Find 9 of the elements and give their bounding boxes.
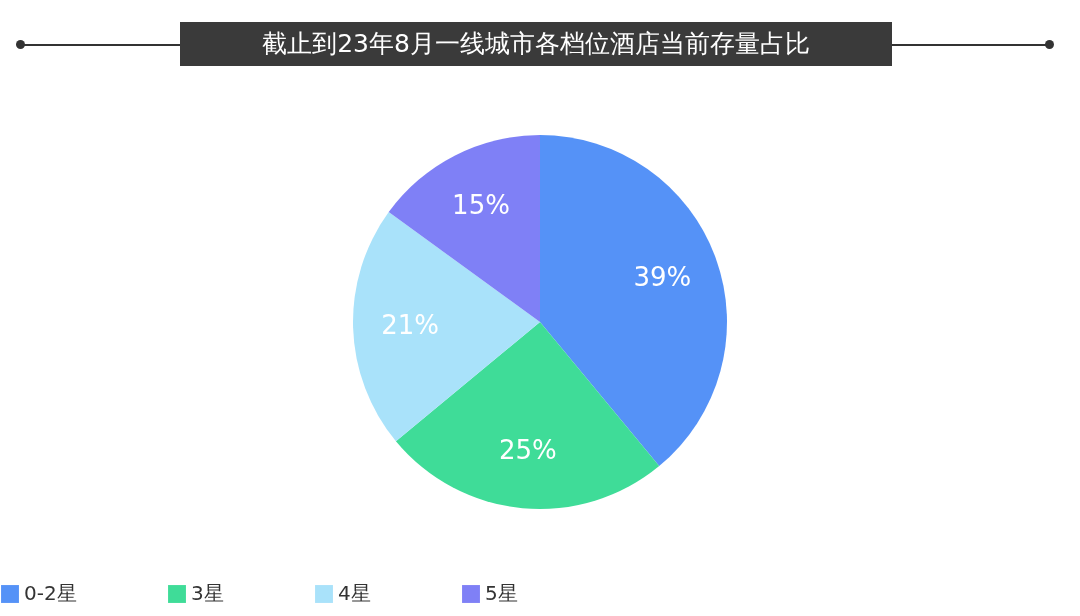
- chart-title: 截止到23年8月一线城市各档位酒店当前存量占比: [180, 22, 892, 66]
- legend-label: 3星: [191, 581, 224, 605]
- legend-label: 0-2星: [24, 581, 77, 605]
- legend-label: 5星: [485, 581, 518, 605]
- data-label: 39%: [633, 261, 692, 292]
- data-label: 15%: [452, 190, 510, 221]
- data-label: 25%: [498, 435, 557, 466]
- legend-label: 4星: [338, 581, 371, 605]
- data-label: 21%: [381, 310, 439, 341]
